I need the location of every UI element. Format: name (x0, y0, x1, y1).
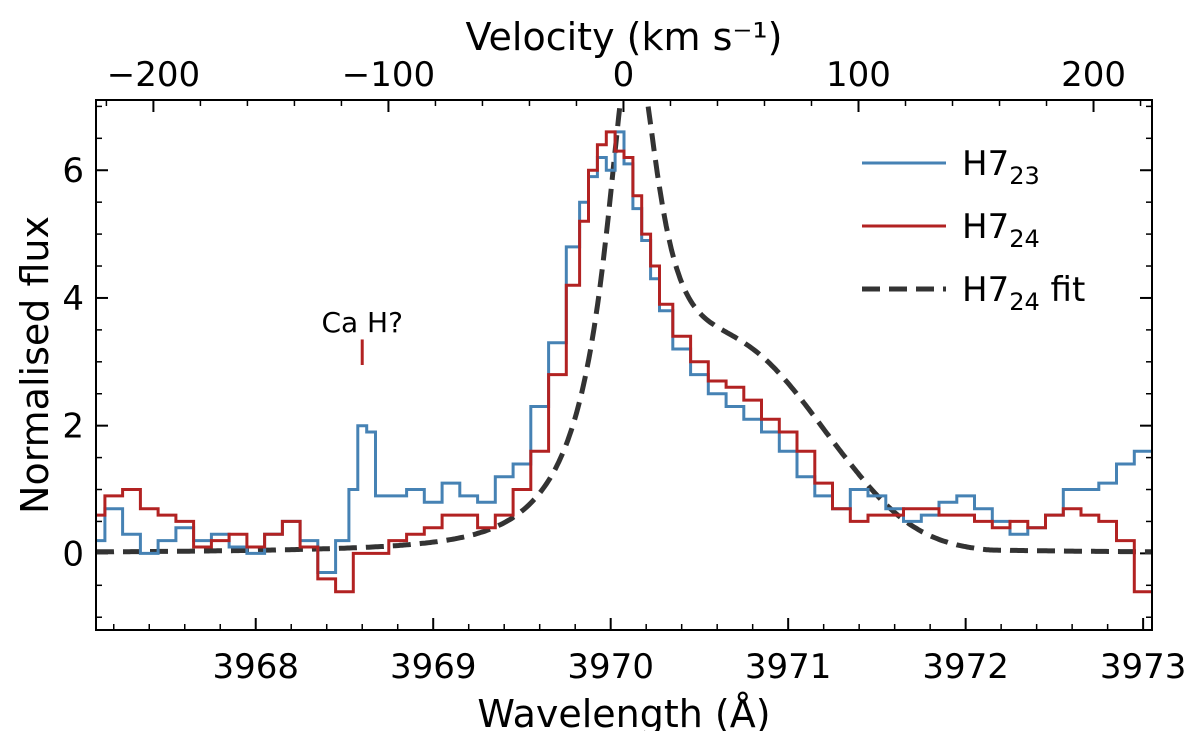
top-tick-label-200: 200 (1061, 55, 1126, 95)
x-tick-label-3972: 3972 (922, 647, 1009, 687)
top-tick-label-0: 0 (613, 55, 635, 95)
top-tick-label--100: −100 (342, 55, 435, 95)
top-tick-label--200: −200 (107, 55, 200, 95)
y-tick-label-6: 6 (62, 151, 84, 191)
x-tick-label-3970: 3970 (567, 647, 654, 687)
legend-label-h7-24-fit-name: H7 (962, 270, 1009, 310)
ca-h-annotation: Ca H? (321, 306, 403, 339)
legend: H723 H724 H724 fit (862, 144, 1085, 316)
legend-label-h7-24-name: H7 (962, 207, 1009, 247)
y-tick-label-2: 2 (62, 407, 84, 447)
legend-label-h7-24-fit-sub: 24 (1009, 288, 1040, 316)
plot-area (96, 100, 1152, 594)
x-tick-label-3969: 3969 (390, 647, 477, 687)
x-tick-label-3968: 3968 (212, 647, 299, 687)
x-tick-label-3971: 3971 (745, 647, 832, 687)
legend-entry-h7-24-fit: H724 fit (862, 270, 1085, 316)
top-axis-label: Velocity (km s⁻¹) (466, 15, 783, 59)
x-axis-label: Wavelength (Å) (477, 692, 770, 731)
plot-frame (95, 99, 1153, 631)
legend-label-h7-23: H723 (962, 144, 1040, 190)
legend-label-h7-24-fit-suffix: fit (1040, 270, 1086, 310)
top-tick-label-100: 100 (826, 55, 891, 95)
y-axis-label: Normalised flux (13, 216, 57, 514)
top-x-ticks: −200 −100 0 100 200 (105, 55, 1142, 112)
legend-label-h7-24: H724 (962, 207, 1040, 253)
x-tick-label-3973: 3973 (1100, 647, 1187, 687)
legend-label-h7-23-sub: 23 (1009, 162, 1040, 190)
legend-entry-h7-24: H724 (862, 207, 1040, 253)
legend-label-h7-24-fit: H724 fit (962, 270, 1085, 316)
series-h7-24-line (96, 130, 1152, 594)
y-tick-label-4: 4 (62, 279, 84, 319)
legend-label-h7-24-sub: 24 (1009, 225, 1040, 253)
bottom-x-ticks: 3968 3969 3970 3971 3972 3973 (112, 618, 1187, 687)
legend-label-h7-23-name: H7 (962, 144, 1009, 184)
legend-entry-h7-23: H723 (862, 144, 1040, 190)
y-tick-label-0: 0 (62, 534, 84, 574)
series-h7-24-fit-line (96, 100, 1152, 555)
